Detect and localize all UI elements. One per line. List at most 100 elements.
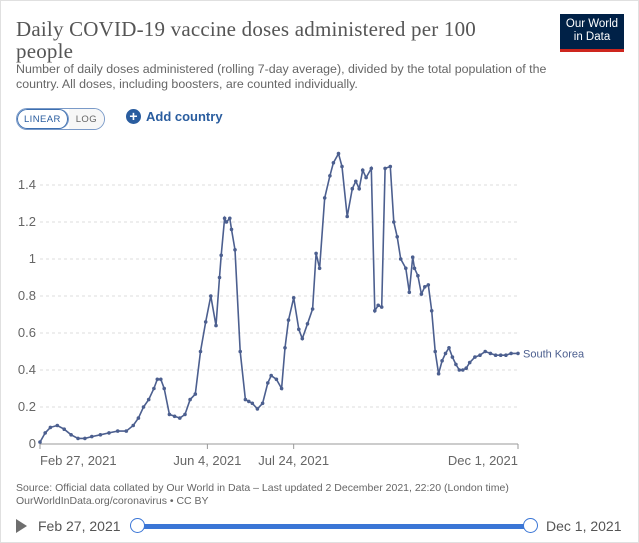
data-point[interactable]	[314, 251, 318, 256]
data-point[interactable]	[388, 164, 393, 169]
data-point[interactable]	[167, 412, 172, 417]
data-point[interactable]	[440, 359, 444, 363]
data-point[interactable]	[269, 373, 274, 378]
data-point[interactable]	[136, 416, 141, 420]
data-point[interactable]	[410, 255, 415, 259]
data-point[interactable]	[222, 216, 227, 221]
data-point[interactable]	[509, 351, 513, 356]
data-point[interactable]	[286, 318, 291, 322]
data-point[interactable]	[209, 294, 213, 298]
timeline-start-handle[interactable]	[130, 518, 145, 533]
data-point[interactable]	[224, 220, 229, 224]
data-point[interactable]	[416, 273, 420, 278]
data-point[interactable]	[404, 266, 408, 271]
data-point[interactable]	[146, 397, 151, 402]
data-point[interactable]	[98, 433, 103, 437]
data-point[interactable]	[310, 307, 315, 311]
data-point[interactable]	[203, 320, 208, 324]
data-point[interactable]	[131, 423, 135, 428]
data-point[interactable]	[43, 431, 47, 435]
data-point[interactable]	[376, 303, 381, 308]
data-point[interactable]	[373, 309, 377, 313]
data-point[interactable]	[115, 429, 120, 433]
data-point[interactable]	[228, 216, 232, 221]
data-point[interactable]	[107, 431, 111, 435]
data-point[interactable]	[493, 353, 498, 357]
add-country-button[interactable]: + Add country	[126, 109, 223, 124]
data-point[interactable]	[457, 368, 462, 372]
data-point[interactable]	[395, 235, 400, 239]
data-point[interactable]	[300, 336, 305, 341]
data-point[interactable]	[255, 407, 260, 411]
data-point[interactable]	[336, 151, 341, 156]
play-icon[interactable]	[16, 519, 27, 533]
data-point[interactable]	[443, 351, 448, 356]
data-point[interactable]	[354, 179, 358, 184]
data-point[interactable]	[426, 283, 431, 287]
data-point[interactable]	[83, 436, 87, 441]
data-point[interactable]	[48, 425, 53, 430]
data-point[interactable]	[488, 351, 493, 356]
data-point[interactable]	[172, 414, 177, 419]
data-point[interactable]	[260, 401, 265, 406]
timeline-end-handle[interactable]	[523, 518, 538, 533]
data-point[interactable]	[274, 377, 279, 382]
data-point[interactable]	[423, 285, 427, 289]
data-point[interactable]	[398, 257, 403, 261]
data-point[interactable]	[178, 416, 182, 420]
data-point[interactable]	[478, 353, 482, 357]
data-point[interactable]	[243, 397, 248, 402]
data-point[interactable]	[364, 175, 368, 180]
data-point[interactable]	[76, 436, 80, 441]
data-point[interactable]	[141, 405, 146, 409]
data-point[interactable]	[124, 429, 129, 433]
data-point[interactable]	[450, 355, 455, 359]
data-point[interactable]	[498, 353, 503, 357]
data-point[interactable]	[159, 377, 163, 382]
data-point[interactable]	[283, 346, 287, 350]
data-point[interactable]	[322, 196, 327, 200]
data-point[interactable]	[229, 227, 234, 232]
data-point[interactable]	[247, 399, 251, 404]
data-point[interactable]	[183, 412, 187, 417]
data-point[interactable]	[369, 166, 374, 171]
data-point[interactable]	[412, 266, 417, 271]
data-point[interactable]	[504, 353, 508, 357]
data-point[interactable]	[219, 253, 223, 258]
data-point[interactable]	[152, 386, 156, 391]
data-point[interactable]	[461, 368, 465, 372]
data-point[interactable]	[69, 433, 73, 437]
data-point[interactable]	[340, 164, 344, 169]
owid-logo[interactable]: Our World in Data	[560, 14, 624, 52]
data-point[interactable]	[62, 427, 66, 432]
data-point[interactable]	[360, 168, 365, 172]
data-point[interactable]	[433, 349, 438, 354]
data-point[interactable]	[516, 351, 520, 356]
data-point[interactable]	[328, 174, 332, 178]
data-point[interactable]	[90, 434, 94, 439]
data-point[interactable]	[238, 349, 242, 354]
data-point[interactable]	[379, 305, 384, 309]
linear-scale-button[interactable]: LINEAR	[17, 109, 69, 129]
data-point[interactable]	[436, 371, 441, 376]
data-point[interactable]	[233, 248, 237, 252]
data-point[interactable]	[250, 401, 255, 406]
data-point[interactable]	[55, 423, 60, 428]
data-point[interactable]	[357, 186, 362, 191]
data-point[interactable]	[305, 322, 310, 326]
data-point[interactable]	[345, 214, 350, 219]
data-point[interactable]	[464, 366, 469, 370]
data-point[interactable]	[217, 275, 222, 280]
data-point[interactable]	[467, 360, 472, 365]
data-point[interactable]	[483, 349, 488, 354]
data-point[interactable]	[214, 323, 218, 328]
data-point[interactable]	[447, 346, 451, 350]
data-point[interactable]	[383, 166, 387, 171]
data-point[interactable]	[392, 220, 396, 224]
timeline-track[interactable]	[137, 524, 530, 529]
log-scale-button[interactable]: LOG	[68, 109, 104, 129]
data-point[interactable]	[350, 186, 355, 191]
data-point[interactable]	[454, 362, 458, 367]
data-point[interactable]	[419, 292, 424, 296]
data-point[interactable]	[193, 392, 198, 396]
